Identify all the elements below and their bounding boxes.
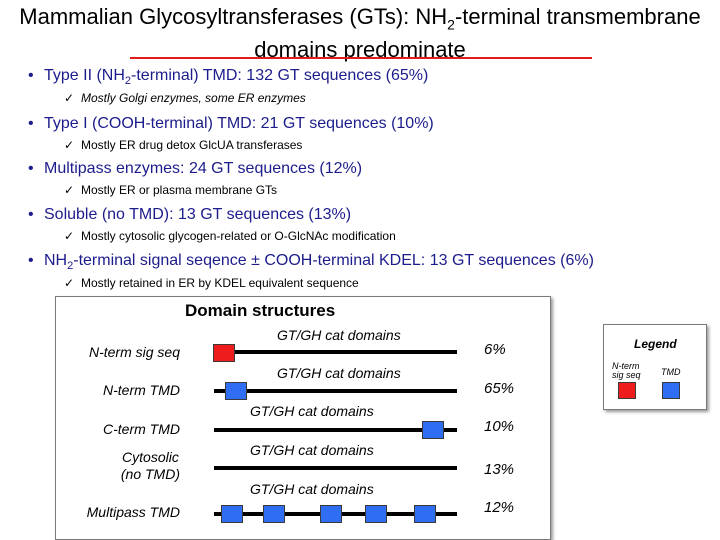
bullet-type-ii-detail: ✓ Mostly Golgi enzymes, some ER enzymes — [64, 91, 306, 105]
bullet-signal-seq-detail: ✓ Mostly retained in ER by KDEL equivalen… — [64, 276, 359, 290]
tmd-block — [320, 505, 342, 523]
bullet-dot: • — [28, 160, 34, 177]
row-cat-label: GT/GH cat domains — [277, 327, 401, 343]
bullet-dot: • — [28, 252, 34, 269]
tmd-block — [422, 421, 444, 439]
domain-structures-panel — [55, 296, 551, 540]
check-icon: ✓ — [64, 138, 75, 152]
tmd-block — [263, 505, 285, 523]
tmd-block — [365, 505, 387, 523]
row-percent: 12% — [484, 499, 515, 516]
bullet-multipass-detail: ✓ Mostly ER or plasma membrane GTs — [64, 183, 278, 197]
row-cat-label: GT/GH cat domains — [250, 481, 374, 497]
slide-title: Mammalian Glycosyltransferases (GTs): NH… — [0, 4, 720, 63]
legend-tmd-label: TMD — [661, 367, 681, 377]
row-label-cterm-tmd: C-term TMD — [103, 421, 180, 437]
bullet-soluble-detail: ✓ Mostly cytosolic glycogen-related or O-… — [64, 229, 396, 243]
bullet-soluble: • Soluble (no TMD): 13 GT sequences (13%) — [28, 206, 352, 223]
row-label-nterm-tmd: N-term TMD — [103, 382, 180, 398]
row-percent: 6% — [484, 341, 506, 358]
title-underline — [130, 57, 592, 59]
row-label-cytosolic: Cytosolic (no TMD) — [120, 449, 180, 482]
bullet-type-i-detail: ✓ Mostly ER drug detox GlcUA transferases — [64, 138, 303, 152]
signal-sequence-block — [213, 344, 235, 362]
panel-title: Domain structures — [185, 301, 336, 320]
check-icon: ✓ — [64, 276, 75, 290]
legend-tmd-swatch — [662, 382, 680, 399]
domain-line — [214, 428, 457, 432]
domain-line — [214, 350, 457, 354]
check-icon: ✓ — [64, 183, 75, 197]
row-percent: 10% — [484, 418, 515, 435]
legend-title: Legend — [634, 337, 677, 351]
row-cat-label: GT/GH cat domains — [250, 403, 374, 419]
tmd-block — [221, 505, 243, 523]
legend-signal-sequence-swatch — [618, 382, 636, 399]
legend-sig-seq-label: N-term sig seq — [612, 361, 641, 380]
bullet-dot: • — [28, 115, 34, 132]
domain-line — [214, 389, 457, 393]
bullet-multipass: • Multipass enzymes: 24 GT sequences (12%… — [28, 160, 363, 177]
row-percent: 13% — [484, 461, 515, 478]
check-icon: ✓ — [64, 229, 75, 243]
row-percent: 65% — [484, 380, 515, 397]
row-label-multipass-tmd: Multipass TMD — [86, 504, 180, 520]
row-label-nterm-sig-seq: N-term sig seq — [88, 344, 180, 360]
title-line-1: Mammalian Glycosyltransferases (GTs): NH… — [19, 4, 701, 33]
bullet-signal-seq: • NH2-terminal signal seqence ± COOH-term… — [28, 252, 594, 273]
title-line-2: domains predominate — [254, 37, 466, 63]
bullet-dot: • — [28, 206, 34, 223]
check-icon: ✓ — [64, 91, 75, 105]
bullet-type-ii: • Type II (NH2-terminal) TMD: 132 GT sequ… — [28, 67, 429, 88]
tmd-block — [225, 382, 247, 400]
bullet-dot: • — [28, 67, 34, 84]
row-cat-label: GT/GH cat domains — [250, 442, 374, 458]
row-cat-label: GT/GH cat domains — [277, 365, 401, 381]
tmd-block — [414, 505, 436, 523]
bullet-type-i: • Type I (COOH-terminal) TMD: 21 GT seque… — [28, 115, 434, 132]
domain-line — [214, 466, 457, 470]
